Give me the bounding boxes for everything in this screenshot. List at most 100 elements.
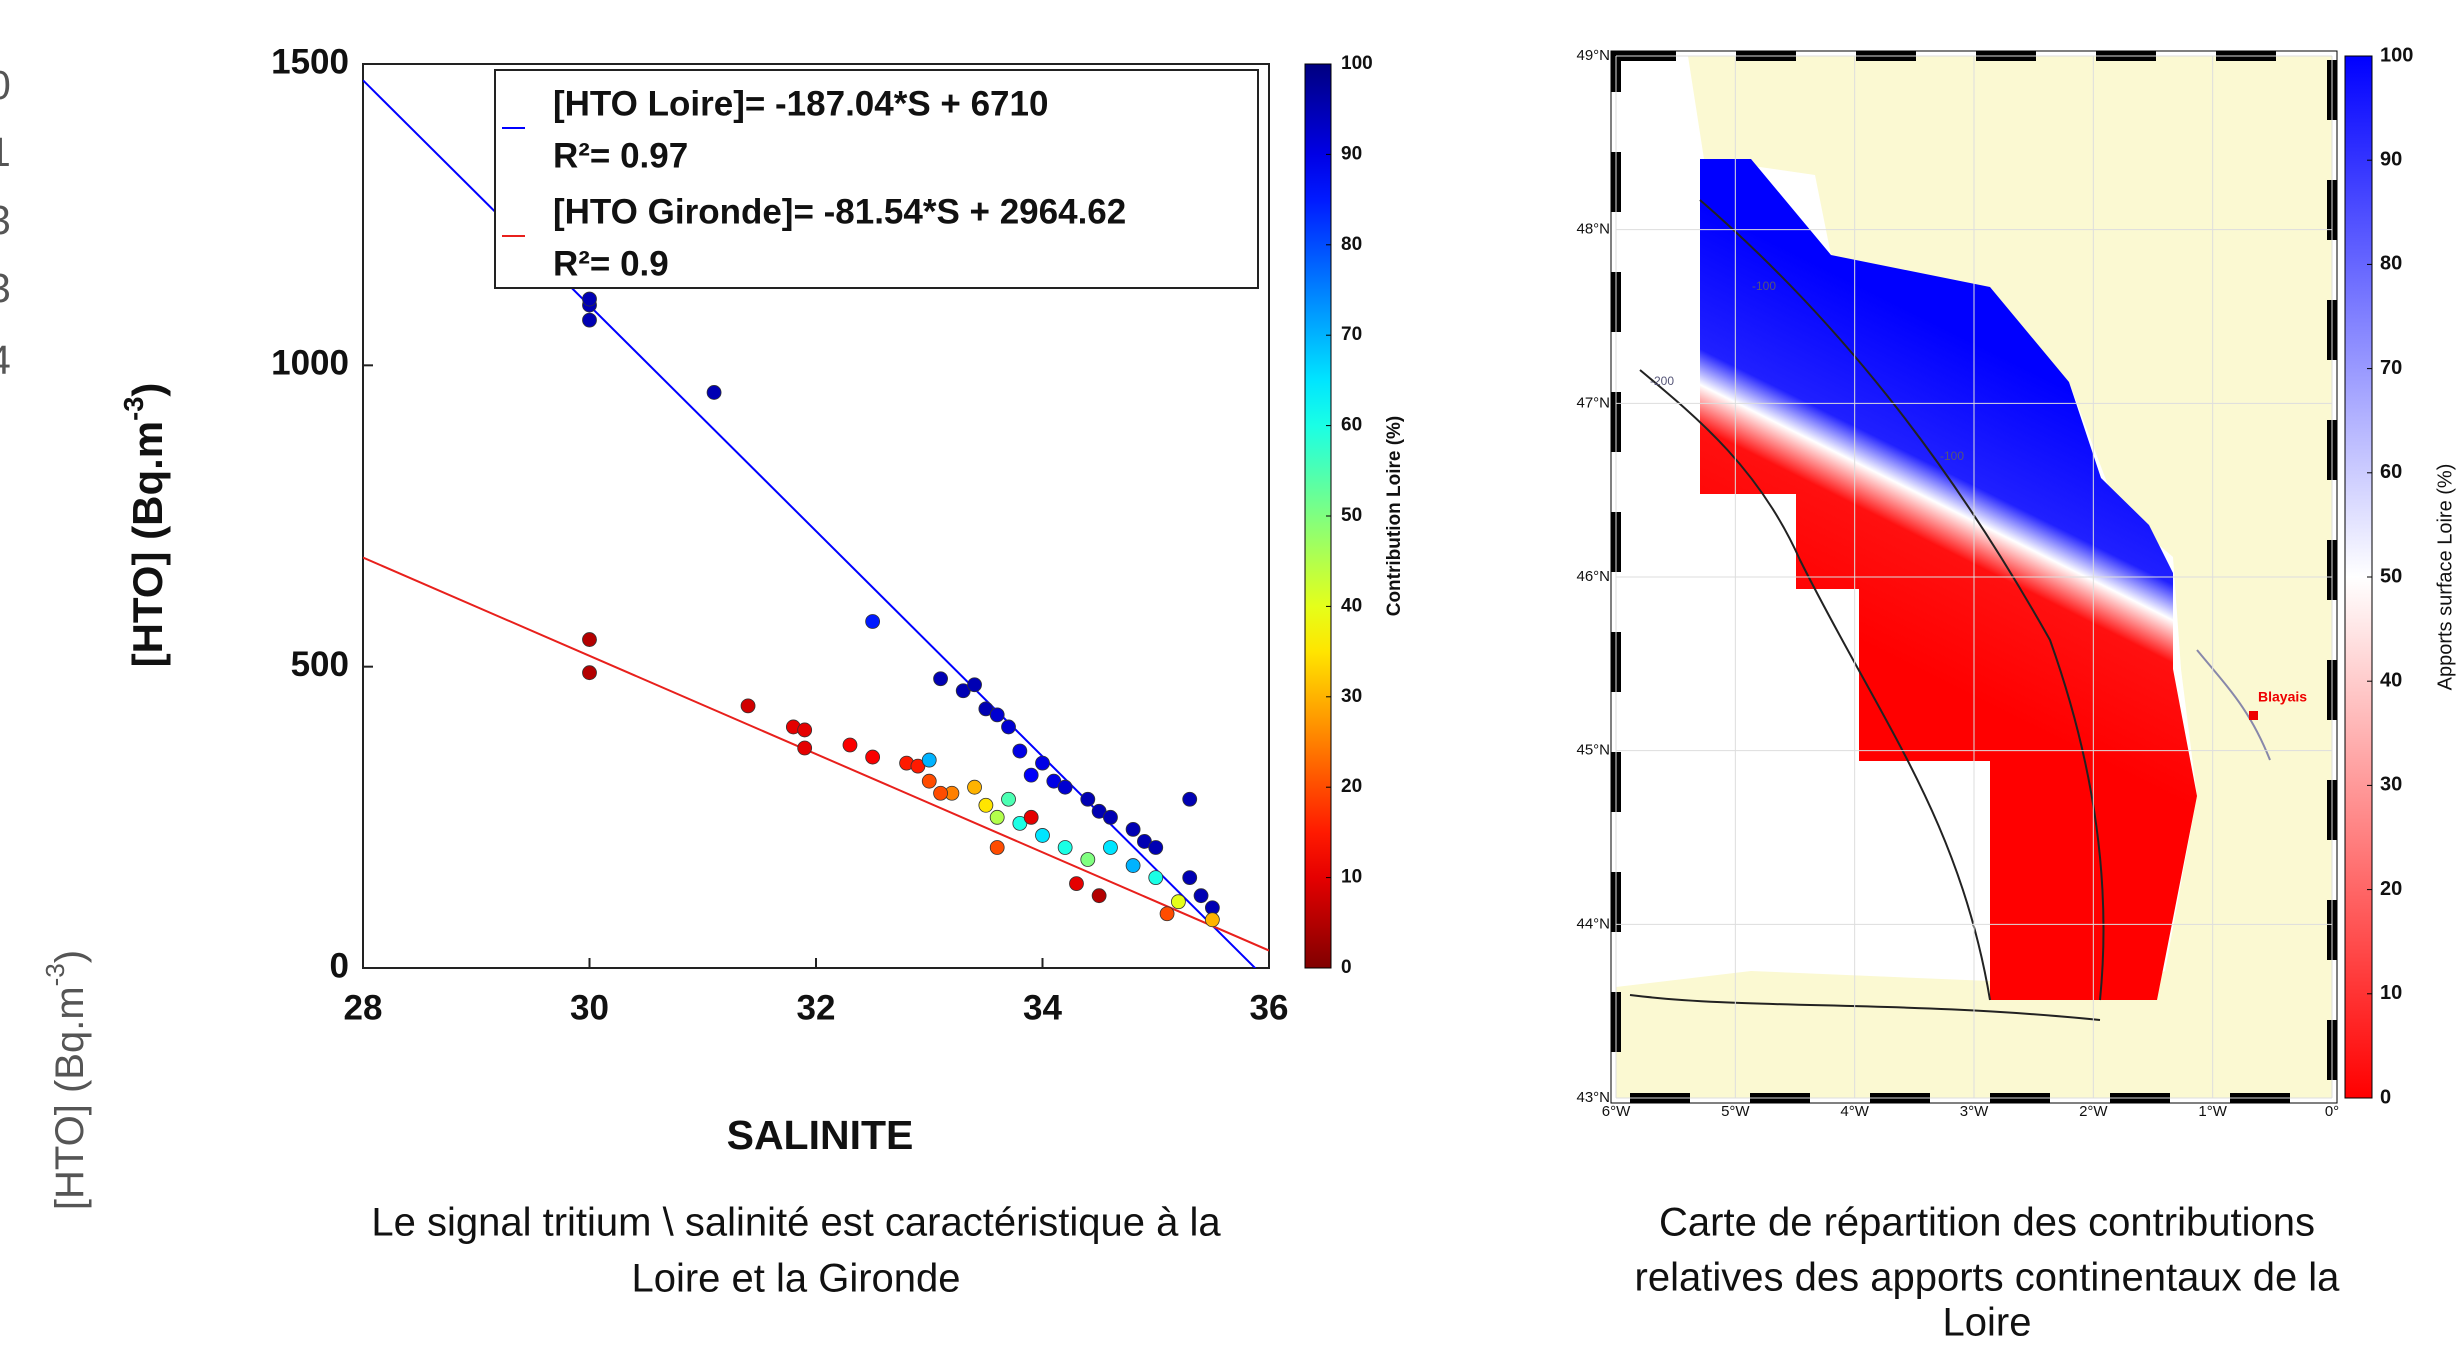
label-part: )	[48, 950, 92, 963]
data-point	[989, 840, 1005, 855]
data-point	[1069, 876, 1084, 892]
data-point	[706, 385, 722, 400]
data-point	[582, 291, 597, 307]
x-tick-label: 4°W	[1840, 1103, 1869, 1120]
x-axis-label: SALINITE	[727, 1112, 914, 1158]
data-point	[1046, 773, 1062, 789]
data-point	[933, 785, 948, 801]
label-part: )	[124, 383, 171, 397]
data-point	[582, 632, 597, 647]
data-point	[1012, 815, 1028, 831]
colorbar-tick-label: 0	[1341, 957, 1352, 978]
isobath	[1629, 994, 2101, 1021]
map-border	[1610, 50, 2338, 1104]
caption-line: Carte de répartition des contributions	[1659, 1201, 2315, 1245]
data-point	[1137, 834, 1152, 849]
data-point	[582, 665, 597, 681]
x-tick-label: 34	[1023, 988, 1062, 1027]
river	[2196, 649, 2271, 761]
y-tick-label: 44°N	[1576, 915, 1610, 932]
data-point	[1001, 719, 1016, 735]
label-part: -3	[118, 397, 149, 421]
data-point	[978, 701, 994, 717]
map-axes: 6°W 5°W 4°W 3°W 2°W 1°W 0° 43°N 44°N 45°N 46°N 47°N…	[1576, 44, 2413, 1120]
x-tick-label: 0°	[2325, 1103, 2339, 1120]
cropped-tick: 0	[0, 62, 11, 108]
data-point	[865, 749, 881, 765]
data-point	[1023, 809, 1039, 825]
data-point	[797, 722, 813, 738]
colorbar-tick-label: 100	[1341, 53, 1373, 74]
y-tick-label: 500	[291, 645, 349, 684]
cropped-fragment: 0 1 3 3 4	[0, 62, 11, 383]
y-axis-label: [HTO] (Bq.m-3)	[118, 383, 171, 668]
x-tick-label: 30	[570, 988, 609, 1027]
y-tick-label: 45°N	[1576, 742, 1610, 759]
colorbar-tick-label: 50	[1341, 505, 1362, 526]
label-part: [HTO] (Bq.m	[48, 986, 92, 1210]
data-point	[1148, 840, 1164, 855]
data-point	[1171, 894, 1186, 910]
data-point	[1035, 755, 1050, 771]
legend-entry: [HTO Loire]= -187.04*S + 6710	[553, 84, 1048, 123]
caption-line: Le signal tritium \ salinité est caracté…	[371, 1201, 1221, 1245]
data-point	[978, 797, 994, 813]
data-point	[1001, 791, 1016, 807]
data-point	[989, 707, 1005, 723]
colorbar-label: Apports surface Loire (%)	[2434, 464, 2456, 691]
x-tick-label: 32	[797, 988, 836, 1027]
colorbar-tick-label: 40	[2380, 669, 2402, 691]
data-point	[1204, 912, 1220, 928]
data-point	[910, 758, 926, 774]
colorbar-tick-label: 70	[2380, 357, 2402, 379]
data-point	[740, 698, 756, 714]
cropped-tick: 3	[0, 197, 11, 243]
y-tick-label: 47°N	[1576, 394, 1610, 411]
colorbar-label: Contribution Loire (%)	[1384, 416, 1405, 617]
data-point	[955, 683, 971, 699]
contour-label: -100	[1752, 279, 1776, 293]
data-point	[1148, 870, 1164, 885]
data-point	[1057, 840, 1073, 855]
legend-r2: R²= 0.97	[553, 136, 688, 175]
data-point	[1125, 821, 1141, 837]
data-point	[1012, 743, 1028, 759]
data-point	[1091, 803, 1107, 819]
data-point	[1182, 791, 1198, 807]
colorbar-tick-label: 20	[2380, 878, 2402, 900]
colorbar-tick-label: 80	[1341, 234, 1362, 255]
data-point	[1103, 840, 1118, 855]
data-point	[921, 773, 937, 789]
data-point	[989, 809, 1005, 825]
data-point	[921, 752, 937, 768]
colorbar-tick-label: 60	[2380, 461, 2402, 483]
data-point	[1125, 858, 1141, 873]
legend-box	[494, 69, 1259, 289]
isobath	[1699, 199, 2105, 1001]
contour-label: -200	[1650, 374, 1674, 388]
colorbar-tick-label: 90	[1341, 143, 1362, 164]
colorbar-tick-label: 80	[2380, 253, 2402, 275]
data-point	[1091, 888, 1107, 904]
data-point	[1159, 906, 1175, 922]
x-tick-label: 3°W	[1960, 1103, 1989, 1120]
legend-entry: [HTO Gironde]= -81.54*S + 2964.62	[553, 192, 1126, 231]
site-marker	[2249, 711, 2258, 720]
y-tick-label: 1500	[271, 42, 349, 81]
y-tick-label: 46°N	[1576, 568, 1610, 585]
colorbar-tick-label: 10	[2380, 982, 2402, 1004]
contour-label: -100	[1940, 449, 1964, 463]
data-point	[967, 779, 982, 795]
cropped-tick: 3	[0, 265, 11, 311]
data-point	[797, 740, 813, 756]
y-tick-label: 0	[330, 946, 349, 985]
data-point	[1193, 888, 1209, 904]
colorbar-tick-label: 30	[1341, 686, 1362, 707]
colorbar-tick-label: 70	[1341, 324, 1362, 345]
data-point	[1057, 779, 1073, 795]
data-point	[1182, 870, 1198, 885]
label-part: -3	[40, 963, 70, 986]
colorbar-tick-label: 10	[1341, 867, 1362, 888]
data-point	[1035, 828, 1050, 843]
